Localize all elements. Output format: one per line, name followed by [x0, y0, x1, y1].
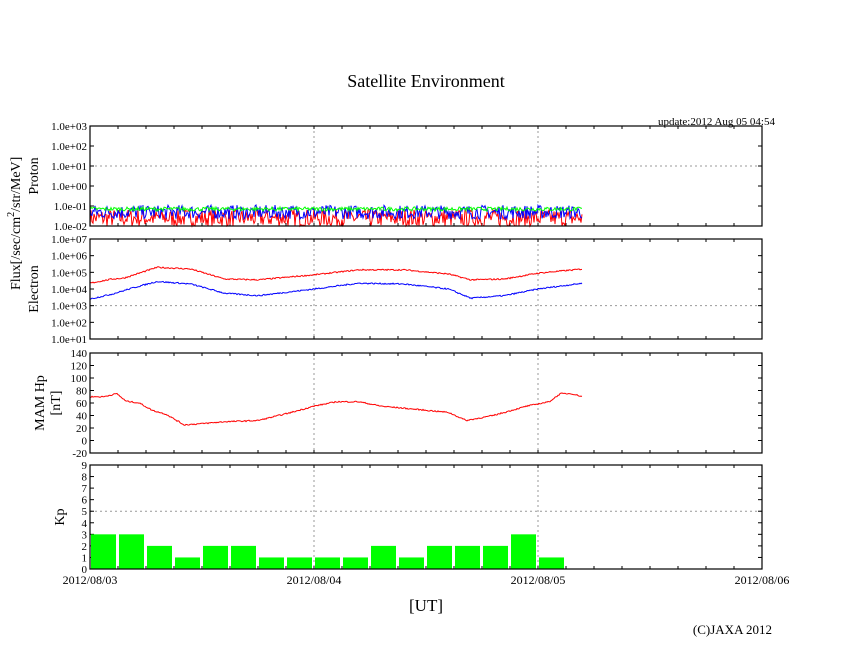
y-tick-label: 9	[82, 460, 88, 472]
y-tick-label: 0	[82, 436, 88, 448]
y-tick-label: 8	[82, 472, 88, 484]
kp-bar	[399, 557, 424, 569]
x-tick-label: 2012/08/06	[735, 573, 790, 587]
y-tick-label: 7	[82, 483, 88, 495]
y-tick-label: 100	[71, 373, 88, 385]
y-tick-label: 6	[82, 495, 88, 507]
electron-red-line	[89, 266, 583, 284]
y-tick-label: 1.0e-02	[54, 221, 87, 233]
update-time: update:2012 Aug 05 04:54	[658, 116, 776, 128]
y-tick-label: 1.0e+03	[51, 121, 87, 133]
panel-ylabel: Proton	[27, 157, 42, 194]
y-tick-label: 1.0e+01	[51, 161, 87, 173]
proton-green-line	[89, 205, 582, 213]
kp-bar	[259, 557, 284, 569]
panel-frame	[89, 464, 763, 570]
kp-bar	[427, 545, 452, 569]
y-tick-label: 0	[82, 564, 88, 576]
kp-bar	[343, 557, 368, 569]
kp-bar	[539, 557, 564, 569]
panel-ylabel-unit: [nT]	[49, 391, 64, 416]
kp-bar	[371, 545, 396, 569]
kp-bar	[119, 534, 144, 569]
chart-title: Satellite Environment	[347, 71, 504, 91]
y-tick-label: 1.0e+07	[51, 234, 87, 246]
kp-bar	[203, 545, 228, 569]
copyright: (C)JAXA 2012	[693, 622, 772, 637]
kp-bar	[455, 545, 480, 569]
y-tick-label: 1.0e+00	[51, 181, 87, 193]
y-tick-label: 4	[82, 518, 88, 530]
kp-bar	[511, 534, 536, 569]
y-tick-label: 1.0e+02	[51, 141, 87, 153]
y-tick-label: -20	[72, 448, 87, 460]
kp-bar	[91, 534, 116, 569]
panel-frame	[89, 352, 763, 454]
y-tick-label: 60	[76, 398, 88, 410]
x-tick-label: 2012/08/03	[63, 573, 118, 587]
y-tick-label: 2	[82, 541, 88, 553]
electron-blue-line	[89, 280, 583, 300]
y-tick-label: 140	[71, 348, 88, 360]
panel-frame	[89, 238, 763, 340]
y-tick-label: 1.0e+01	[51, 334, 87, 346]
y-tick-label: 120	[71, 361, 88, 373]
kp-bar	[483, 545, 508, 569]
y-tick-label: 1.0e+04	[51, 284, 87, 296]
mam-hp-line	[89, 392, 583, 426]
flux-axis-label: Flux[/sec/cm2/str/MeV]	[6, 157, 24, 290]
x-axis-label: [UT]	[409, 596, 443, 615]
y-tick-label: 1.0e+05	[51, 267, 87, 279]
panel-ylabel: MAM Hp	[33, 375, 48, 431]
y-tick-label: 5	[82, 506, 88, 518]
kp-bar	[175, 557, 200, 569]
y-tick-label: 1.0e+02	[51, 317, 87, 329]
proton-blue-line	[89, 203, 583, 221]
y-tick-label: 1.0e+06	[51, 251, 87, 263]
y-tick-label: 20	[76, 423, 88, 435]
kp-bar	[287, 557, 312, 569]
y-tick-label: 3	[82, 529, 88, 541]
y-tick-label: 1.0e+03	[51, 301, 87, 313]
kp-bar	[315, 557, 340, 569]
x-tick-label: 2012/08/05	[511, 573, 566, 587]
x-tick-label: 2012/08/04	[287, 573, 342, 587]
kp-bar	[231, 545, 256, 569]
kp-bar	[147, 545, 172, 569]
panel-frame	[89, 125, 763, 227]
y-tick-label: 80	[76, 386, 88, 398]
panel-ylabel: Kp	[53, 508, 68, 525]
y-tick-label: 1	[82, 552, 88, 564]
y-tick-label: 1.0e-01	[54, 201, 87, 213]
y-tick-label: 40	[76, 411, 88, 423]
panel-ylabel: Electron	[27, 265, 42, 312]
